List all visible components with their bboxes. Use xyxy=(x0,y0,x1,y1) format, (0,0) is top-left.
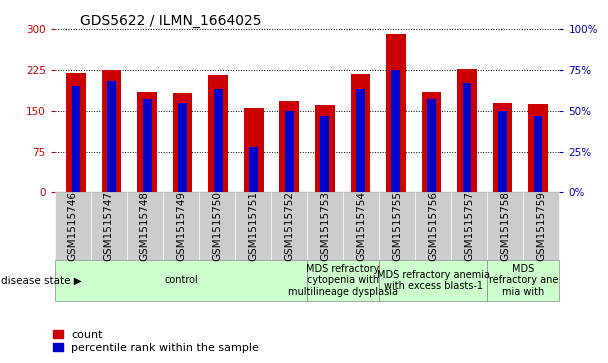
Bar xyxy=(72,86,80,192)
Bar xyxy=(244,108,263,192)
Text: GSM1515748: GSM1515748 xyxy=(140,191,150,261)
Text: GSM1515759: GSM1515759 xyxy=(536,191,547,261)
Bar xyxy=(137,92,157,192)
Bar xyxy=(107,81,116,192)
Text: GSM1515749: GSM1515749 xyxy=(176,191,186,261)
Bar xyxy=(173,93,192,192)
Bar xyxy=(386,34,406,192)
Bar xyxy=(392,70,400,192)
Bar xyxy=(492,102,513,192)
Bar xyxy=(315,105,334,192)
Text: GSM1515758: GSM1515758 xyxy=(500,191,510,261)
Text: GSM1515756: GSM1515756 xyxy=(428,191,438,261)
Bar xyxy=(285,111,294,192)
Text: GSM1515753: GSM1515753 xyxy=(320,191,330,261)
Bar xyxy=(534,115,542,192)
Bar xyxy=(209,75,228,192)
Text: GSM1515757: GSM1515757 xyxy=(465,191,474,261)
Text: GSM1515746: GSM1515746 xyxy=(67,191,78,261)
Bar xyxy=(102,70,122,192)
Text: GSM1515747: GSM1515747 xyxy=(104,191,114,261)
Text: MDS refractory
cytopenia with
multilineage dysplasia: MDS refractory cytopenia with multilinea… xyxy=(288,264,398,297)
Text: MDS
refractory ane
mia with: MDS refractory ane mia with xyxy=(489,264,558,297)
Bar xyxy=(427,99,436,192)
Bar xyxy=(457,69,477,192)
Text: disease state ▶: disease state ▶ xyxy=(1,276,81,285)
Text: GSM1515754: GSM1515754 xyxy=(356,191,366,261)
Bar xyxy=(498,111,507,192)
Legend: count, percentile rank within the sample: count, percentile rank within the sample xyxy=(48,325,264,358)
Text: GDS5622 / ILMN_1664025: GDS5622 / ILMN_1664025 xyxy=(80,14,261,28)
Bar xyxy=(178,102,187,192)
Text: control: control xyxy=(164,276,198,285)
Bar xyxy=(143,99,151,192)
Bar xyxy=(422,92,441,192)
Text: MDS refractory anemia
with excess blasts-1: MDS refractory anemia with excess blasts… xyxy=(377,270,489,291)
Text: GSM1515752: GSM1515752 xyxy=(284,191,294,261)
Text: GSM1515755: GSM1515755 xyxy=(392,191,402,261)
Bar xyxy=(463,83,471,192)
Text: GSM1515751: GSM1515751 xyxy=(248,191,258,261)
Bar xyxy=(356,90,365,192)
Bar xyxy=(351,74,370,192)
Bar xyxy=(528,104,548,192)
Bar xyxy=(280,101,299,192)
Bar xyxy=(66,73,86,192)
Bar xyxy=(320,115,329,192)
Bar xyxy=(214,90,223,192)
Bar xyxy=(249,147,258,192)
Text: GSM1515750: GSM1515750 xyxy=(212,191,222,261)
